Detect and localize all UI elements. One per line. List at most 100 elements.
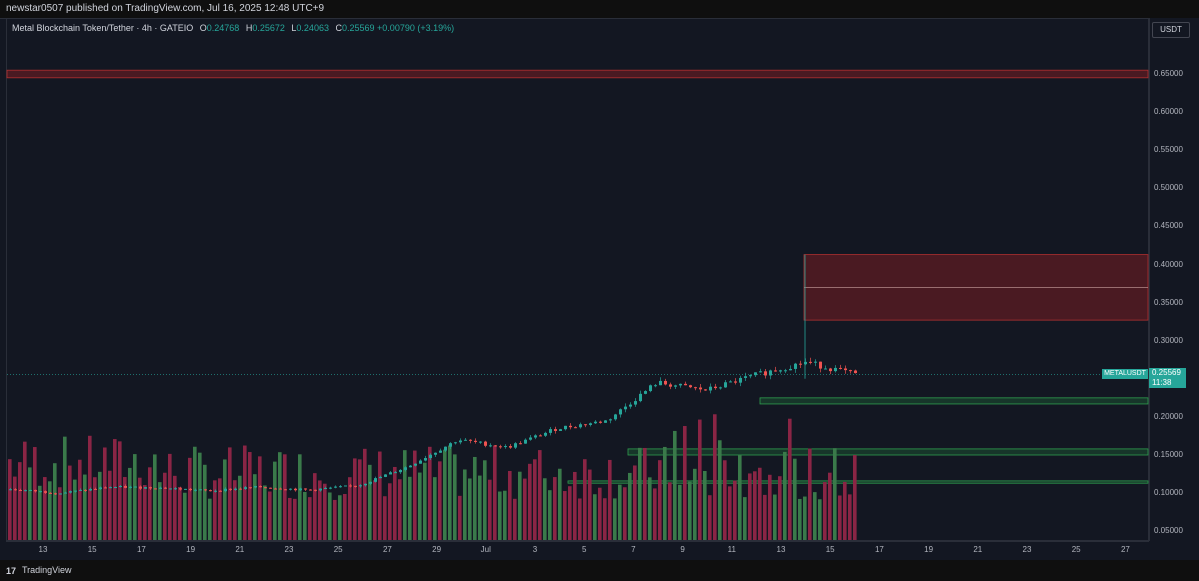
support-zone <box>759 397 1149 405</box>
time-label: Jul <box>480 545 491 554</box>
volume-bar <box>388 483 392 540</box>
volume-bar <box>753 471 757 540</box>
volume-bar <box>603 498 607 540</box>
candle-body <box>494 445 497 447</box>
candle-body <box>534 435 537 438</box>
candle-body <box>419 460 422 464</box>
volume-bar <box>658 460 662 540</box>
volume-bar <box>138 477 142 540</box>
volume-bar <box>298 454 302 540</box>
volume-bar <box>688 481 692 540</box>
volume-bar <box>103 447 107 540</box>
volume-bar <box>113 439 117 540</box>
volume-bar <box>198 452 202 540</box>
support-zone <box>567 480 1149 484</box>
volume-bar <box>538 450 542 540</box>
volume-bar <box>473 456 477 540</box>
candle-body <box>79 489 82 491</box>
candle-body <box>204 489 207 491</box>
volume-bar <box>393 466 397 540</box>
volume-bar <box>183 492 187 540</box>
candle-body <box>439 450 442 453</box>
time-label: 15 <box>825 545 835 554</box>
candle-body <box>214 490 217 492</box>
volume-bar <box>683 426 687 540</box>
volume-bar <box>628 472 632 540</box>
candle-body <box>829 368 832 372</box>
candle-body <box>589 423 592 425</box>
tradingview-logo-icon[interactable]: 17 <box>6 566 17 576</box>
volume-bar <box>308 497 312 540</box>
volume-bar <box>453 454 457 540</box>
volume-bar <box>623 487 627 540</box>
candle-body <box>584 424 587 426</box>
bar-countdown: 11:38 <box>1152 378 1172 387</box>
candle-body <box>194 489 197 491</box>
candle-body <box>319 488 322 491</box>
time-axis[interactable] <box>6 541 1149 558</box>
volume-bar <box>438 461 442 540</box>
candle-body <box>639 393 642 402</box>
candle-body <box>384 474 387 477</box>
candle-body <box>14 489 17 491</box>
volume-bar <box>128 467 132 540</box>
price-tick: 0.05000 <box>1154 526 1183 536</box>
volume-bar <box>208 498 212 540</box>
candle-body <box>514 443 517 448</box>
volume-bar <box>608 459 612 540</box>
candle-body <box>509 446 512 448</box>
volume-bar <box>353 458 357 540</box>
volume-bar <box>468 478 472 540</box>
candle-body <box>579 424 582 428</box>
candle-body <box>279 488 282 490</box>
time-label: 21 <box>973 545 983 554</box>
volume-bar <box>33 447 37 540</box>
candle-body <box>819 361 822 369</box>
candle-body <box>29 489 32 491</box>
candle-body <box>784 370 787 372</box>
symbol-title[interactable]: Metal Blockchain Token/Tether · 4h · GAT… <box>12 23 194 33</box>
volume-bar <box>778 476 782 540</box>
volume-bar <box>403 450 407 540</box>
candle-body <box>309 489 312 491</box>
candle-body <box>199 489 202 491</box>
volume-bar <box>638 447 642 540</box>
volume-bar <box>203 464 207 540</box>
volume-bar <box>743 497 747 540</box>
volume-bar <box>598 487 602 540</box>
volume-bar <box>708 495 712 540</box>
candle-body <box>779 370 782 372</box>
volume-bar <box>163 472 167 540</box>
candle-body <box>799 363 802 365</box>
candle-body <box>504 446 507 448</box>
volume-bar <box>368 464 372 540</box>
candle-body <box>844 368 847 371</box>
candle-body <box>49 492 52 494</box>
volume-bar <box>108 470 112 540</box>
high-value: 0.25672 <box>252 23 285 33</box>
price-axis[interactable] <box>1149 18 1199 541</box>
last-price-badge: 0.25569 11:38 <box>1149 368 1186 388</box>
volume-bar <box>13 476 17 540</box>
volume-bar <box>488 479 492 540</box>
price-tick: 0.20000 <box>1154 411 1183 421</box>
candle-body <box>374 478 377 482</box>
support-zone <box>627 448 1149 456</box>
candle-body <box>614 414 617 420</box>
price-tick: 0.40000 <box>1154 259 1183 269</box>
volume-bar <box>583 459 587 540</box>
candle-body <box>369 481 372 484</box>
volume-bar <box>483 460 487 540</box>
volume-bar <box>513 498 517 540</box>
volume-bar <box>293 498 297 540</box>
candle-body <box>144 487 147 489</box>
volume-bar <box>153 454 157 540</box>
candle-body <box>434 452 437 455</box>
volume-bar <box>693 468 697 540</box>
volume-bar <box>738 455 742 540</box>
symbol-price-label: METALUSDT <box>1102 369 1148 379</box>
candle-body <box>624 406 627 410</box>
currency-button[interactable]: USDT <box>1152 22 1190 38</box>
brand-name[interactable]: TradingView <box>22 565 72 575</box>
